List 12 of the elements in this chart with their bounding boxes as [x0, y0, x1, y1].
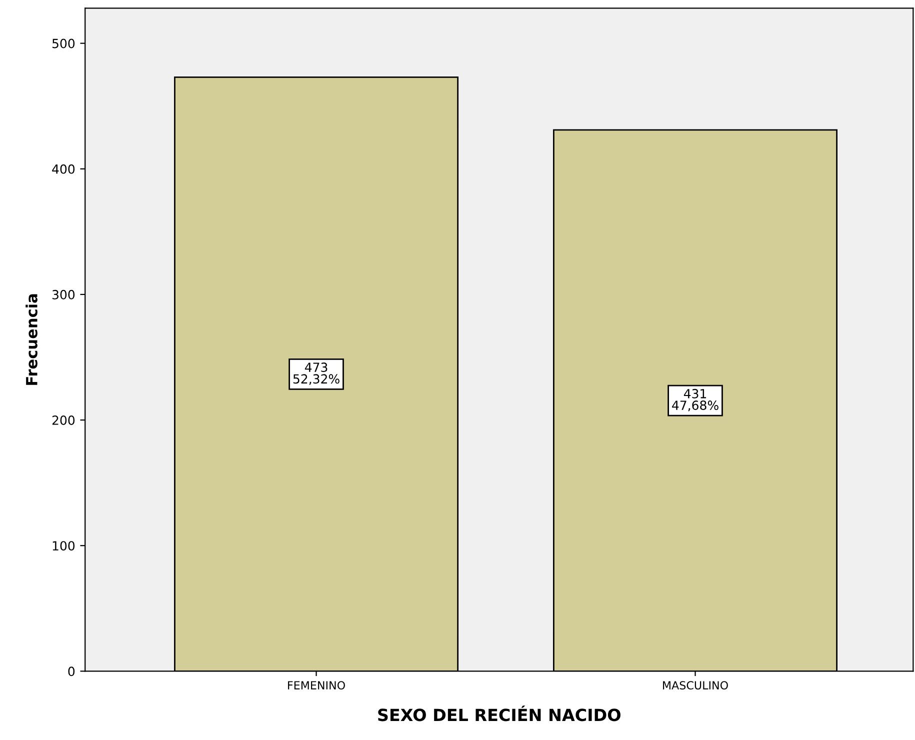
- y-tick-label: 400: [52, 164, 75, 174]
- y-tick-label: 100: [52, 541, 75, 551]
- y-tick-label: 500: [52, 38, 75, 48]
- y-tick-label: 300: [52, 290, 75, 300]
- y-tick-label: 0: [68, 666, 75, 676]
- data-label: 473 52,32%: [293, 362, 340, 385]
- y-axis-title: Frecuencia: [26, 294, 38, 385]
- x-axis-title: SEXO DEL RECIÉN NACIDO: [378, 706, 620, 722]
- y-tick-label: 200: [52, 416, 75, 425]
- data-label: 431 47,68%: [672, 388, 718, 412]
- x-tick-label: MASCULINO: [663, 681, 728, 690]
- x-tick-label: FEMENINO: [288, 681, 345, 690]
